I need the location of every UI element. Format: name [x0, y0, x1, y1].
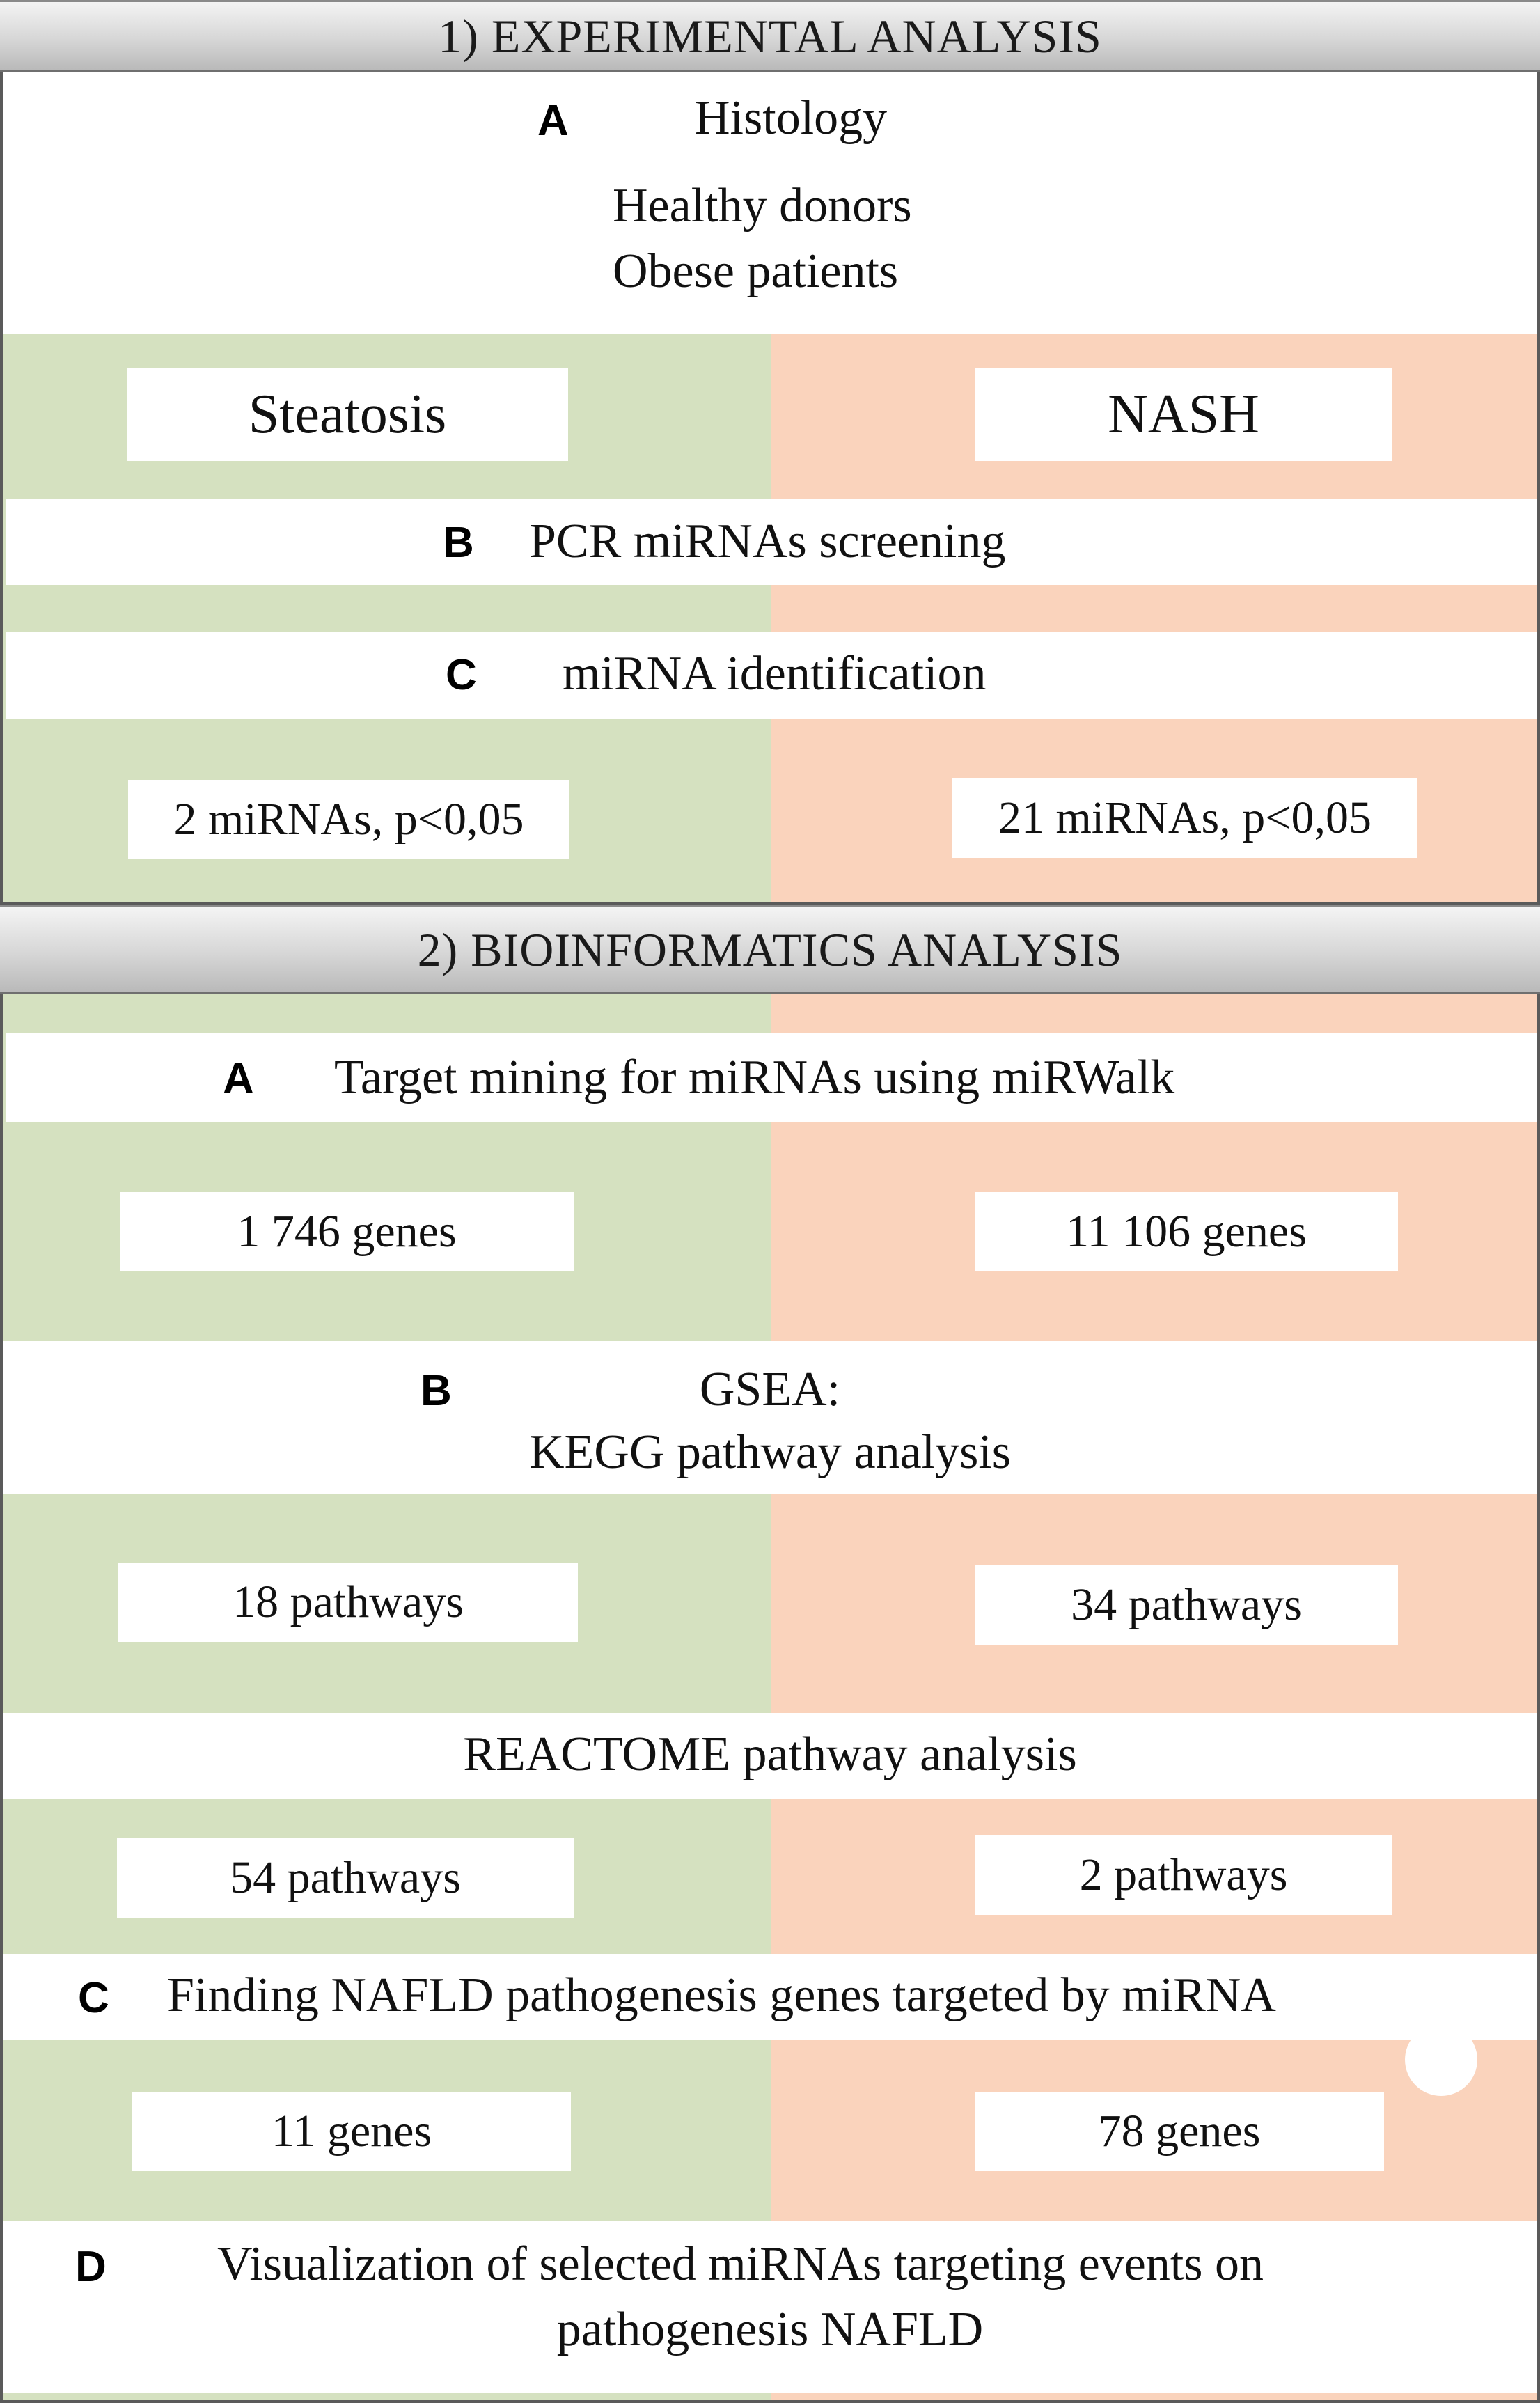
gsea-kegg-block — [0, 1341, 1540, 1494]
kegg-analysis-label: KEGG pathway analysis — [528, 1425, 1012, 1479]
step-letter-c: C — [446, 651, 477, 699]
target-mining-label: Target mining for miRNAs using miRWalk — [334, 1051, 1175, 1104]
healthy-donors-label: Healthy donors — [613, 179, 912, 233]
nash-mirna-result: 21 miRNAs, p<0,05 — [952, 778, 1417, 858]
steatosis-kegg-pathways: 18 pathways — [118, 1563, 578, 1642]
section1-frame — [0, 72, 1540, 905]
steatosis-mirna-result: 2 miRNAs, p<0,05 — [128, 780, 569, 859]
steatosis-genes-count: 1 746 genes — [120, 1192, 574, 1271]
nash-nafld-genes: 78 genes — [975, 2092, 1384, 2171]
mirna-identification-band — [6, 632, 1540, 719]
pcr-screening-band — [6, 499, 1540, 585]
gsea-label: GSEA: — [699, 1363, 841, 1416]
overlay-circle — [1405, 2024, 1477, 2096]
nash-box: NASH — [975, 368, 1392, 461]
obese-patients-label: Obese patients — [613, 244, 899, 298]
nash-reactome-pathways: 2 pathways — [975, 1835, 1392, 1915]
step-letter-c: C — [78, 1974, 109, 2022]
step-letter-a: A — [223, 1055, 254, 1103]
steatosis-reactome-pathways: 54 pathways — [117, 1838, 574, 1918]
step-letter-b: B — [443, 519, 474, 567]
section1-header: 1) EXPERIMENTAL ANALYSIS — [0, 0, 1540, 72]
section2-frame — [0, 994, 1540, 2403]
section2-header: 2) BIOINFORMATICS ANALYSIS — [0, 905, 1540, 994]
reactome-band — [0, 1713, 1540, 1799]
pcr-screening-label: PCR miRNAs screening — [529, 515, 1006, 568]
target-mining-band — [6, 1033, 1540, 1122]
nash-genes-count: 11 106 genes — [975, 1192, 1398, 1271]
step-letter-b: B — [421, 1367, 452, 1415]
steatosis-nafld-genes: 11 genes — [132, 2092, 571, 2171]
steatosis-box: Steatosis — [127, 368, 568, 461]
nash-kegg-pathways: 34 pathways — [975, 1565, 1398, 1645]
step-letter-a: A — [537, 97, 569, 145]
reactome-analysis-label: REACTOME pathway analysis — [463, 1728, 1077, 1781]
nafld-genes-band — [0, 1954, 1540, 2040]
histology-block — [0, 72, 1540, 334]
histology-title: Histology — [695, 91, 888, 145]
step-letter-d: D — [75, 2243, 107, 2291]
nafld-genes-label: Finding NAFLD pathogenesis genes targete… — [167, 1968, 1276, 2022]
visualization-block — [0, 2221, 1540, 2393]
visualization-line2: pathogenesis NAFLD — [556, 2303, 984, 2356]
mirna-identification-label: miRNA identification — [563, 647, 987, 700]
visualization-line1: Visualization of selected miRNAs targeti… — [217, 2237, 1264, 2291]
